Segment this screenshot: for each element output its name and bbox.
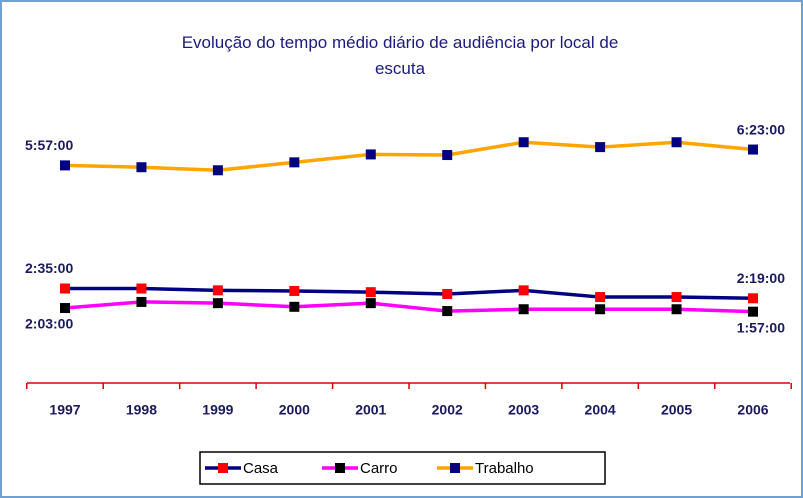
data-label: 5:57:00 <box>25 137 73 153</box>
x-tick-label: 2001 <box>355 402 386 418</box>
marker <box>60 303 70 314</box>
marker <box>595 304 606 315</box>
marker <box>748 306 758 317</box>
marker <box>442 306 453 317</box>
marker <box>212 298 223 309</box>
marker <box>748 293 758 304</box>
x-tick-label: 2004 <box>585 402 616 418</box>
legend-marker <box>335 463 345 473</box>
line <box>65 286 754 301</box>
line <box>64 140 754 173</box>
x-tick-label: 2003 <box>508 402 539 418</box>
legend-marker <box>218 463 228 473</box>
marker <box>136 296 147 307</box>
marker <box>212 165 223 176</box>
marker <box>518 304 529 315</box>
data-label: 6:23:00 <box>737 121 785 137</box>
data-label: 2:03:00 <box>25 316 73 332</box>
marker <box>671 137 682 148</box>
marker <box>289 285 300 296</box>
legend-label: Casa <box>243 460 279 477</box>
legend-label: Carro <box>360 460 398 477</box>
marker <box>289 157 300 168</box>
marker <box>595 142 606 153</box>
legend <box>199 451 606 485</box>
marker <box>595 292 606 303</box>
marker <box>60 283 70 294</box>
marker <box>442 289 453 300</box>
legend-label: Trabalho <box>475 460 534 477</box>
marker <box>289 301 300 312</box>
chart-title: Evolução do tempo médio diário de audiên… <box>182 33 619 78</box>
marker <box>671 304 682 315</box>
line <box>64 300 754 314</box>
data-label: 2:35:00 <box>25 260 73 276</box>
marker <box>518 285 529 296</box>
x-tick-label: 1998 <box>126 402 157 418</box>
marker <box>365 298 376 309</box>
data-label: 2:19:00 <box>737 270 785 286</box>
marker <box>518 137 529 148</box>
data-label: 1:57:00 <box>737 319 785 335</box>
marker <box>212 285 223 296</box>
marker <box>60 160 70 171</box>
marker <box>365 149 376 160</box>
marker <box>748 144 758 155</box>
marker <box>442 150 453 161</box>
x-tick-label: 1997 <box>49 402 80 418</box>
marker <box>671 292 682 303</box>
marker <box>136 283 147 294</box>
x-tick-label: 1999 <box>202 402 233 418</box>
x-tick-label: 2002 <box>432 402 463 418</box>
marker <box>365 287 376 298</box>
x-tick-label: 2000 <box>279 402 310 418</box>
marker <box>136 162 147 173</box>
x-tick-label: 2005 <box>661 402 692 418</box>
x-tick-label: 2006 <box>737 402 768 418</box>
legend-marker <box>450 463 460 473</box>
